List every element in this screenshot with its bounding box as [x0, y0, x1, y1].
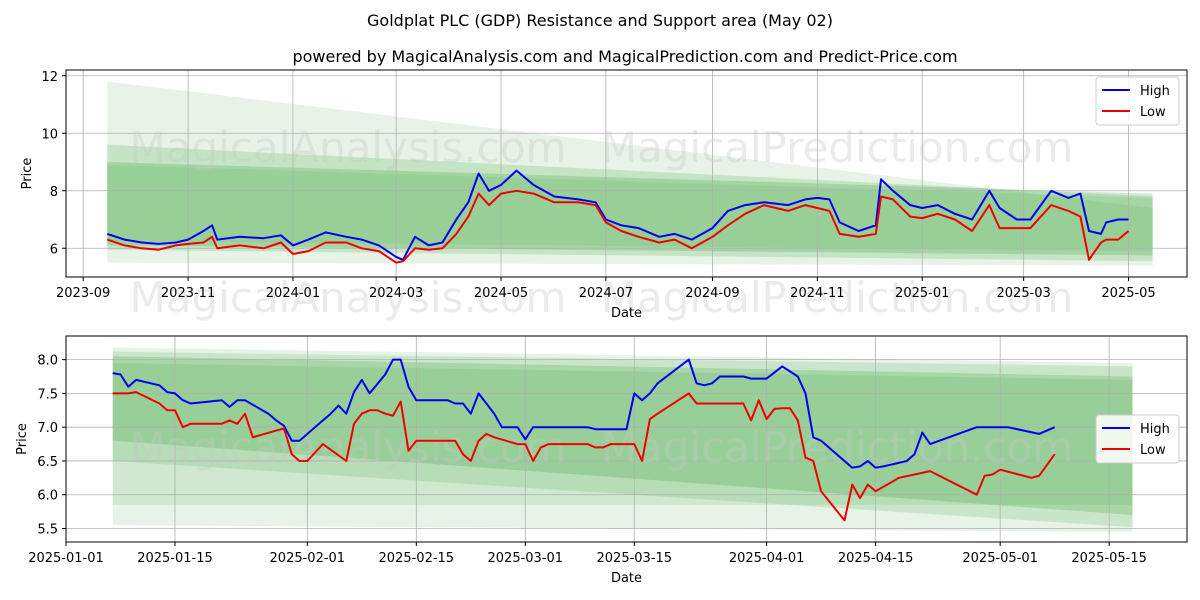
- x-tick-label: 2025-05-01: [962, 551, 1038, 566]
- x-tick-label: 2024-03: [369, 286, 423, 301]
- chart-subtitle: powered by MagicalAnalysis.com and Magic…: [292, 47, 957, 66]
- top-plot: MagicalAnalysis.com MagicalPrediction.com…: [20, 69, 1188, 322]
- y-tick-label: 8: [50, 185, 58, 200]
- watermark-text: MagicalPrediction.com: [601, 273, 1074, 322]
- x-axis-label: Date: [611, 571, 642, 586]
- support-resistance-band-3: [107, 164, 1153, 252]
- chart-title: Goldplat PLC (GDP) Resistance and Suppor…: [367, 11, 833, 30]
- legend-label-high: High: [1140, 422, 1170, 437]
- legend-label-low: Low: [1140, 105, 1166, 120]
- support-resistance-band-1: [112, 351, 1133, 528]
- watermark-text: MagicalAnalysis.com: [130, 273, 567, 322]
- x-tick-label: 2024-07: [579, 286, 633, 301]
- x-tick-label: 2025-03-15: [597, 551, 673, 566]
- y-tick-label: 7.0: [37, 421, 58, 436]
- x-tick-label: 2023-11: [161, 286, 215, 301]
- x-tick-label: 2025-05: [1101, 286, 1155, 301]
- x-tick-label: 2025-02-01: [270, 551, 346, 566]
- x-tick-label: 2024-09: [685, 286, 739, 301]
- y-tick-label: 12: [41, 70, 58, 85]
- x-tick-label: 2025-03: [997, 286, 1051, 301]
- x-tick-label: 2025-04-01: [729, 551, 805, 566]
- x-tick-label: 2024-11: [790, 286, 844, 301]
- support-resistance-band-3: [112, 363, 1133, 505]
- support-resistance-band-0: [107, 81, 1153, 266]
- legend: High Low: [1095, 76, 1180, 126]
- support-resistance-band-2: [112, 356, 1133, 515]
- y-axis-label: Price: [15, 423, 30, 455]
- x-tick-label: 2025-04-15: [838, 551, 914, 566]
- series-line-high: [106, 169, 1129, 261]
- y-tick-label: 7.5: [37, 387, 58, 402]
- y-axis-label: Price: [20, 158, 35, 190]
- y-tick-label: 5.5: [37, 522, 58, 537]
- bottom-plot: MagicalAnalysis.com MagicalPrediction.com…: [15, 335, 1188, 586]
- x-tick-label: 2024-05: [474, 286, 528, 301]
- y-tick-label: 8.0: [37, 354, 58, 369]
- x-tick-label: 2023-09: [56, 286, 110, 301]
- watermark-text: MagicalAnalysis.com: [130, 423, 567, 472]
- x-tick-label: 2025-01: [895, 286, 949, 301]
- x-tick-label: 2025-02-15: [379, 551, 455, 566]
- support-resistance-band-2: [107, 162, 1153, 256]
- plot-frame: [65, 69, 1188, 278]
- y-tick-label: 6.5: [37, 455, 58, 470]
- x-tick-label: 2025-03-01: [488, 551, 564, 566]
- legend: High Low: [1095, 414, 1180, 464]
- watermark-text: MagicalPrediction.com: [601, 123, 1074, 172]
- series-line-low: [112, 391, 1056, 522]
- x-axis-label: Date: [611, 306, 642, 321]
- watermark-text: MagicalAnalysis.com: [130, 123, 567, 172]
- x-tick-label: 2024-01: [266, 286, 320, 301]
- y-tick-label: 10: [41, 127, 58, 142]
- series-line-high: [112, 358, 1056, 469]
- x-tick-label: 2025-01-15: [137, 551, 213, 566]
- legend-label-high: High: [1140, 84, 1170, 99]
- legend-label-low: Low: [1140, 443, 1166, 458]
- x-tick-label: 2025-01-01: [28, 551, 104, 566]
- watermark-text: MagicalPrediction.com: [601, 423, 1074, 472]
- y-tick-label: 6.0: [37, 489, 58, 504]
- plot-frame: [65, 335, 1188, 543]
- series-line-low: [106, 189, 1130, 264]
- x-tick-label: 2025-05-15: [1071, 551, 1147, 566]
- support-resistance-band-1: [107, 144, 1153, 262]
- y-tick-label: 6: [50, 242, 58, 257]
